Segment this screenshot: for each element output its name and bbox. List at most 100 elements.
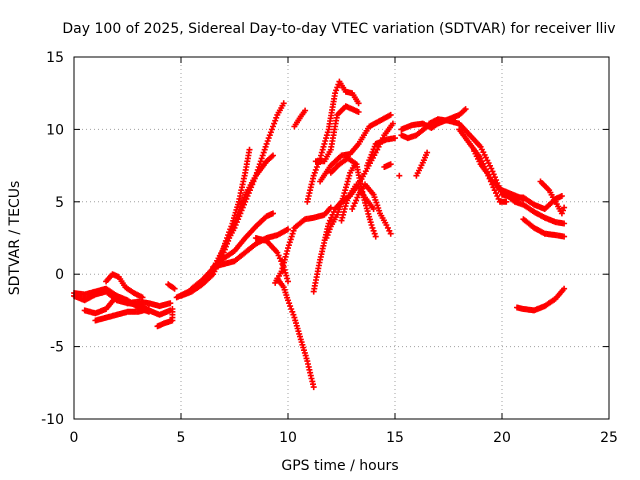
data-point: [254, 166, 261, 173]
data-point: [285, 278, 291, 285]
data-point: [561, 285, 568, 292]
data-point: [287, 303, 294, 310]
data-point: [346, 172, 353, 179]
series-track-36: [537, 178, 568, 217]
data-point: [251, 175, 258, 182]
data-point: [368, 222, 375, 228]
grid: [74, 57, 609, 419]
chart-title: Day 100 of 2025, Sidereal Day-to-day VTE…: [62, 21, 615, 37]
data-point: [310, 172, 317, 179]
data-point: [371, 230, 378, 237]
data-point: [171, 285, 178, 292]
data-point: [327, 204, 334, 211]
data-point: [561, 233, 568, 240]
data-point: [283, 250, 290, 257]
data-point: [387, 161, 394, 168]
series-track-13: [252, 235, 291, 285]
data-point: [259, 152, 266, 159]
y-tick-label: -10: [41, 412, 64, 428]
data-point: [290, 227, 297, 234]
data-point: [343, 184, 349, 191]
series-track-32: [456, 126, 527, 202]
data-point: [236, 213, 243, 220]
data-point: [286, 239, 293, 246]
series-track-16: [291, 107, 309, 130]
data-point: [389, 120, 396, 127]
x-tick-labels: 0 5 10 15 20 25: [70, 430, 618, 446]
series-track-15: [274, 275, 317, 391]
data-point: [282, 269, 289, 276]
x-tick-label: 25: [600, 430, 618, 446]
data-point: [326, 226, 333, 233]
data-point: [262, 143, 269, 150]
y-tick-label: 0: [55, 267, 64, 283]
data-point: [257, 158, 264, 165]
data-point: [353, 197, 360, 204]
x-tick-label: 10: [279, 430, 297, 446]
data-point: [503, 198, 510, 205]
data-point: [355, 100, 362, 107]
series-track-27: [396, 172, 403, 179]
data-point: [332, 90, 339, 97]
data-points: [71, 78, 568, 391]
data-point: [369, 224, 376, 231]
series-track-7: [165, 281, 178, 292]
x-tick-label: 15: [386, 430, 404, 446]
series-track-37: [514, 285, 568, 314]
series-track-33: [471, 148, 510, 205]
data-point: [270, 123, 276, 130]
data-point: [490, 171, 497, 178]
data-point: [256, 161, 263, 168]
data-point: [286, 300, 293, 307]
series-track-5: [103, 271, 146, 301]
series-track-34: [494, 184, 568, 227]
data-point: [270, 152, 276, 159]
data-point: [334, 84, 341, 91]
data-point: [290, 311, 297, 318]
data-point: [264, 138, 271, 144]
series-track-30: [413, 149, 431, 179]
data-point: [260, 149, 267, 156]
data-point: [312, 166, 319, 173]
data-point: [324, 129, 331, 136]
data-point: [270, 210, 276, 217]
data-point: [281, 256, 288, 263]
data-point: [558, 193, 565, 199]
data-point: [343, 181, 350, 188]
data-point: [268, 126, 275, 133]
data-point: [462, 106, 469, 113]
series-track-1: [71, 288, 174, 310]
data-point: [372, 233, 379, 240]
data-point: [247, 187, 253, 194]
data-point: [271, 120, 278, 127]
series-track-25: [364, 135, 398, 169]
series-track-21: [323, 162, 358, 241]
data-point: [323, 132, 330, 139]
data-point: [285, 226, 291, 233]
data-point: [272, 117, 279, 124]
data-point: [139, 294, 146, 301]
series-track-18: [312, 103, 362, 165]
data-point: [285, 297, 291, 304]
series-track-26: [381, 161, 394, 170]
data-point: [392, 135, 398, 142]
data-point: [489, 181, 496, 188]
data-point: [321, 140, 328, 147]
series-track-24: [349, 181, 394, 237]
data-point: [396, 172, 403, 179]
data-point: [325, 229, 332, 236]
y-tick-label: 5: [55, 195, 64, 211]
data-point: [561, 220, 568, 227]
data-point: [261, 146, 268, 153]
y-tick-label: 10: [46, 122, 64, 138]
data-point: [145, 306, 152, 312]
axis-ticks: [73, 56, 610, 420]
data-point: [323, 235, 330, 241]
data-point: [167, 300, 174, 307]
data-point: [311, 169, 318, 176]
data-point: [265, 135, 272, 142]
data-point: [424, 149, 431, 156]
data-point: [333, 87, 340, 94]
data-point: [289, 308, 296, 315]
series-track-4: [92, 306, 152, 324]
